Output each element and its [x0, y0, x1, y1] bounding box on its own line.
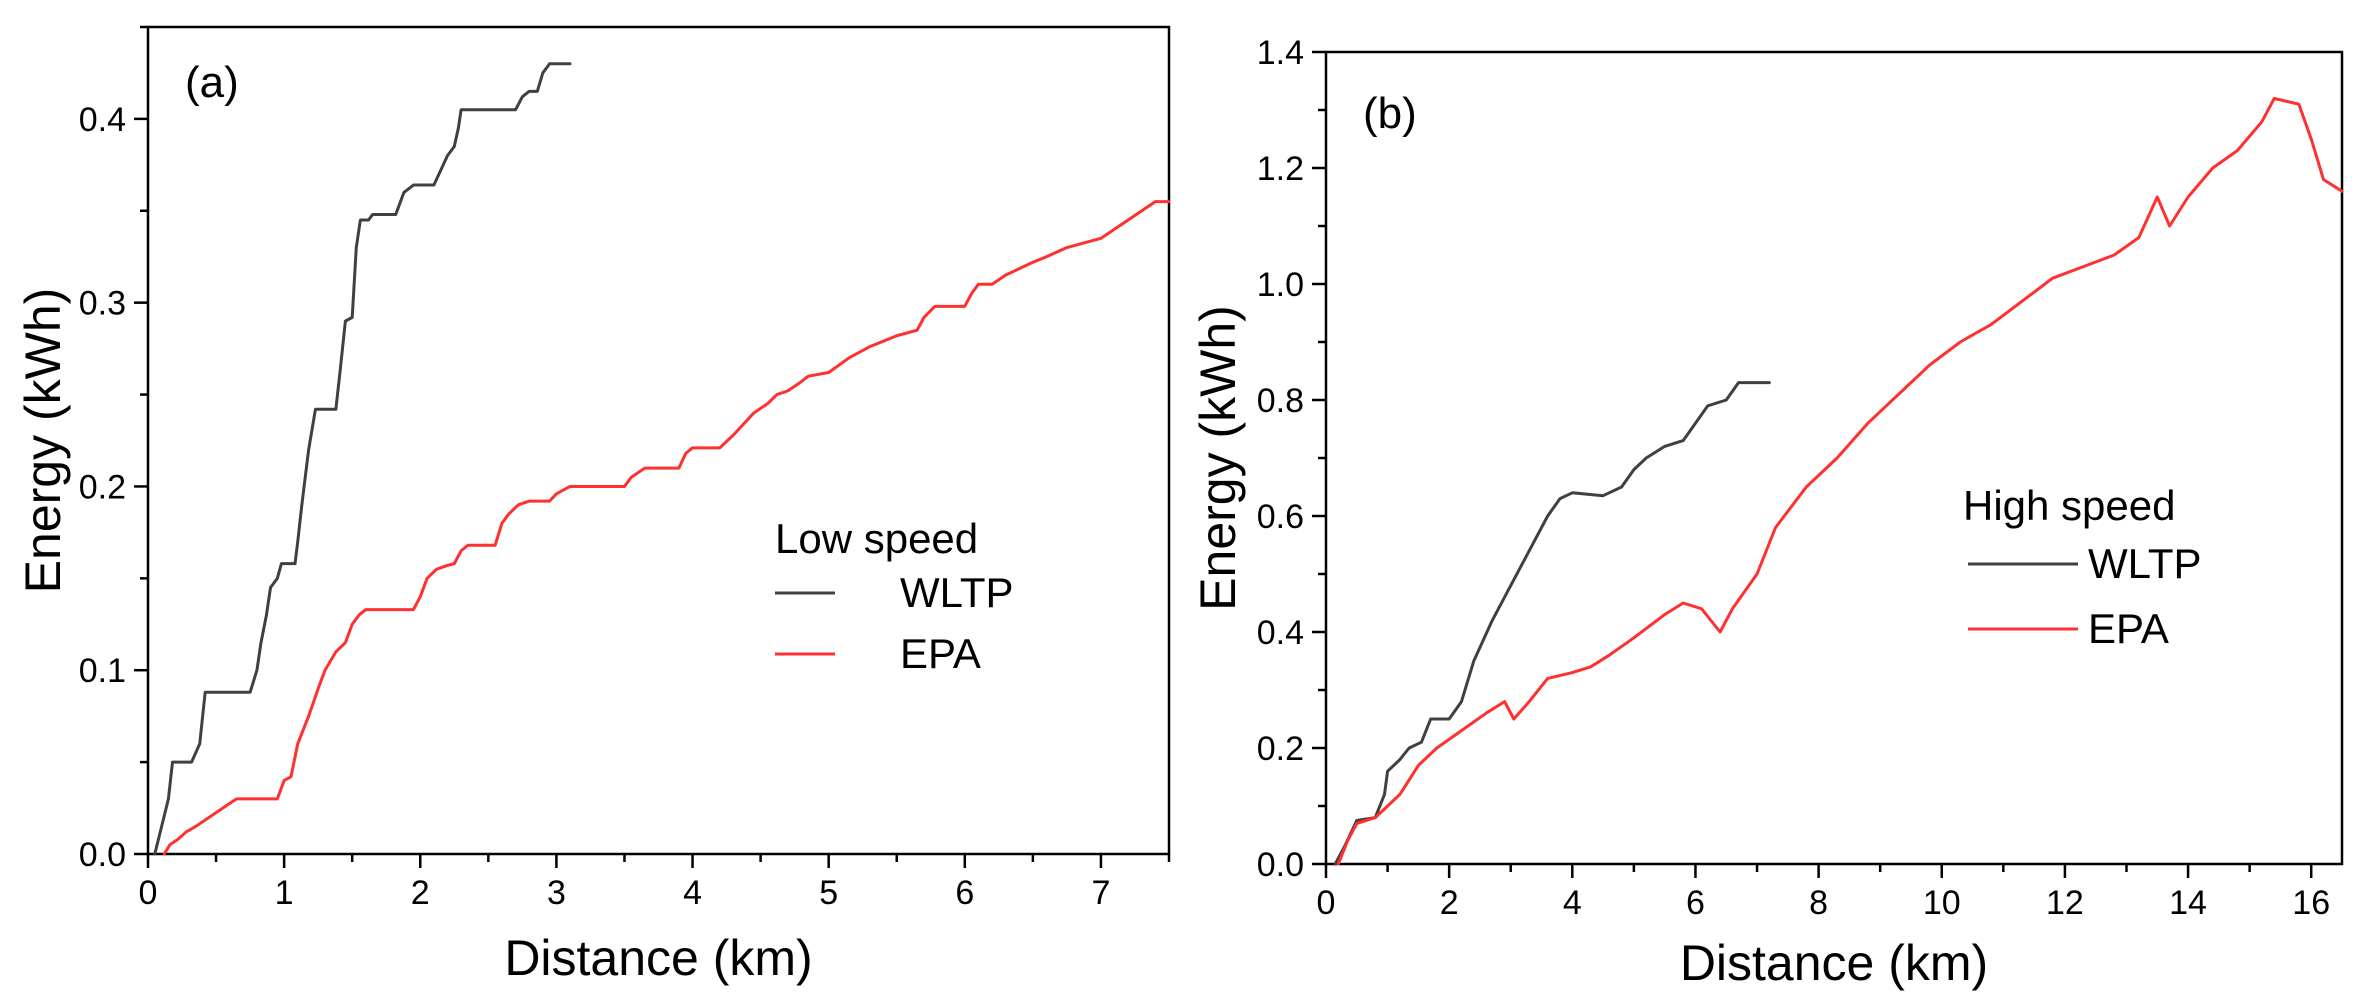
panel-a-label: (a): [185, 58, 239, 107]
panel-b-series: [1333, 96, 2344, 866]
panel-b-x-tick-label: 8: [1809, 884, 1828, 922]
panel-a: 0 1 2 3 4 5 6 7 0.0 0.1 0.2 0.3 0.4 (a) Distance (km…: [15, 25, 1171, 986]
panel-b-y-tick-label: 1.4: [1257, 34, 1304, 72]
panel-b-legend-label-epa: EPA: [2088, 605, 2169, 652]
panel-b-series-epa-line: [1336, 96, 2344, 866]
panel-a-x-tick-label: 3: [547, 874, 566, 912]
panel-b-label: (b): [1363, 89, 1417, 138]
panel-a-x-tick-label: 1: [275, 874, 294, 912]
panel-a-y-axis-title: Energy (kWh): [15, 288, 71, 594]
panel-b-y-tick-label: 0.6: [1257, 498, 1304, 536]
panel-a-y-tick-label: 0.2: [79, 468, 126, 506]
panel-b-x-tick-label: 14: [2169, 884, 2207, 922]
panel-b-x-tick-label: 10: [1923, 884, 1961, 922]
panel-a-plot-frame: [146, 25, 1171, 856]
panel-a-legend-label-wltp: WLTP: [900, 569, 1014, 616]
panel-b-y-tick-label: 0.0: [1257, 846, 1304, 884]
panel-b-series-wltp-line: [1333, 381, 1771, 866]
panel-a-x-tick-label: 5: [819, 874, 838, 912]
panel-a-y-tick-label: 0.3: [79, 285, 126, 323]
panel-b-y-tick-label: 0.8: [1257, 382, 1304, 420]
panel-b-y-tick-label: 1.2: [1257, 150, 1304, 188]
panel-a-ticks: 0 1 2 3 4 5 6 7 0.0 0.1 0.2 0.3 0.4: [79, 25, 1171, 912]
panel-a-x-tick-label: 4: [683, 874, 702, 912]
panel-b: 0 2 4 6 8 10 12 14 16 0.0 0.2 0.4 0.6 0.8 1.0 1.2 1.4 (b…: [1190, 34, 2344, 991]
panel-b-y-tick-label: 1.0: [1257, 266, 1304, 304]
panel-b-x-tick-label: 0: [1317, 884, 1336, 922]
panel-a-x-axis-title: Distance (km): [504, 930, 812, 986]
panel-b-y-tick-label: 0.2: [1257, 730, 1304, 768]
panel-b-y-tick-label: 0.4: [1257, 614, 1304, 652]
panel-a-series-wltp-line: [153, 62, 572, 856]
panel-b-ticks: 0 2 4 6 8 10 12 14 16 0.0 0.2 0.4 0.6 0.8 1.0 1.2 1.4: [1257, 34, 2330, 922]
panel-a-x-tick-label: 7: [1091, 874, 1110, 912]
panel-a-legend-title: Low speed: [775, 515, 978, 562]
panel-a-x-tick-label: 2: [411, 874, 430, 912]
panel-b-plot-frame: [1324, 50, 2344, 866]
panel-a-series-epa-line: [162, 200, 1171, 856]
panel-a-x-tick-label: 0: [139, 874, 158, 912]
panel-a-legend-label-epa: EPA: [900, 630, 981, 677]
panel-a-legend: Low speed WLTP EPA: [775, 515, 1014, 677]
panel-a-y-tick-label: 0.4: [79, 101, 126, 139]
panel-b-y-axis-title: Energy (kWh): [1190, 305, 1246, 611]
panel-a-y-tick-label: 0.1: [79, 652, 126, 690]
panel-a-series: [153, 62, 1171, 856]
panel-a-x-tick-label: 6: [955, 874, 974, 912]
panel-b-legend-title: High speed: [1963, 482, 2175, 529]
panel-b-x-tick-label: 4: [1563, 884, 1582, 922]
panel-b-legend-label-wltp: WLTP: [2088, 540, 2202, 587]
panel-b-x-tick-label: 16: [2292, 884, 2330, 922]
panel-b-x-tick-label: 12: [2046, 884, 2084, 922]
panel-a-y-tick-label: 0.0: [79, 836, 126, 874]
panel-b-legend: High speed WLTP EPA: [1963, 482, 2202, 652]
panel-b-x-tick-label: 6: [1686, 884, 1705, 922]
panel-b-x-tick-label: 2: [1440, 884, 1459, 922]
panel-b-x-axis-title: Distance (km): [1680, 935, 1988, 991]
